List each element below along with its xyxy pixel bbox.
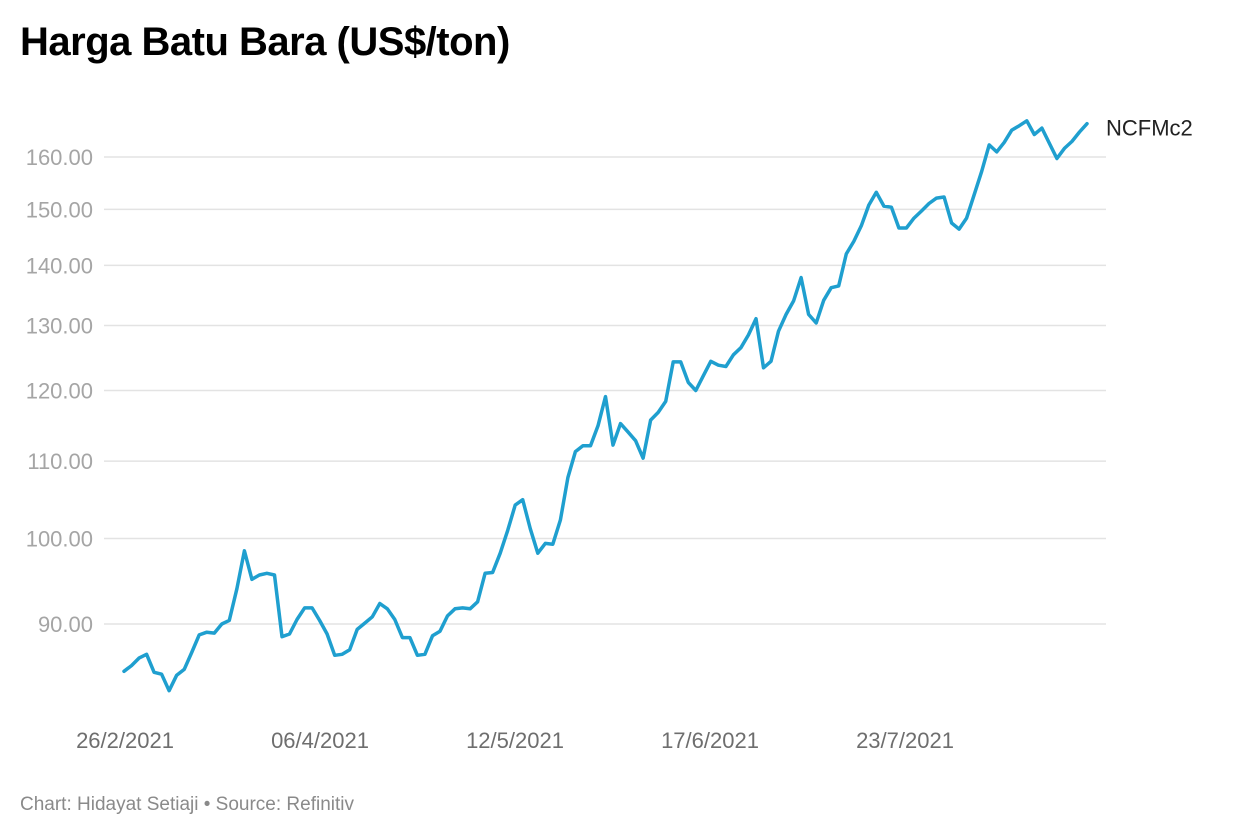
x-axis-ticks: 26/2/2021 06/4/2021 12/5/2021 17/6/2021 23/7…: [76, 728, 954, 753]
series-label: NCFMc2: [1106, 116, 1193, 141]
y-tick-label: 130.00: [26, 314, 93, 339]
series-lines: [122, 119, 1089, 693]
series-labels: NCFMc2: [1106, 116, 1193, 141]
y-tick-label: 150.00: [26, 197, 93, 222]
y-tick-label: 120.00: [26, 379, 93, 404]
y-axis-ticks: 90.00 100.00 110.00 120.00 130.00 140.00 150.0…: [26, 145, 93, 637]
x-tick-label: 06/4/2021: [271, 728, 369, 753]
y-tick-label: 160.00: [26, 145, 93, 170]
gridlines: [104, 156, 1106, 625]
x-tick-label: 17/6/2021: [661, 728, 759, 753]
y-tick-label: 110.00: [27, 449, 93, 474]
chart-credit: Chart: Hidayat Setiaji • Source: Refinit…: [20, 794, 355, 815]
x-tick-label: 26/2/2021: [76, 728, 174, 753]
x-tick-label: 12/5/2021: [466, 728, 564, 753]
series-line-ncfmc2: [122, 119, 1089, 693]
y-tick-label: 140.00: [26, 253, 93, 278]
x-tick-label: 23/7/2021: [856, 728, 954, 753]
y-tick-label: 100.00: [26, 526, 93, 551]
y-tick-label: 90.00: [38, 612, 93, 637]
chart-title: Harga Batu Bara (US$/ton): [20, 20, 510, 64]
